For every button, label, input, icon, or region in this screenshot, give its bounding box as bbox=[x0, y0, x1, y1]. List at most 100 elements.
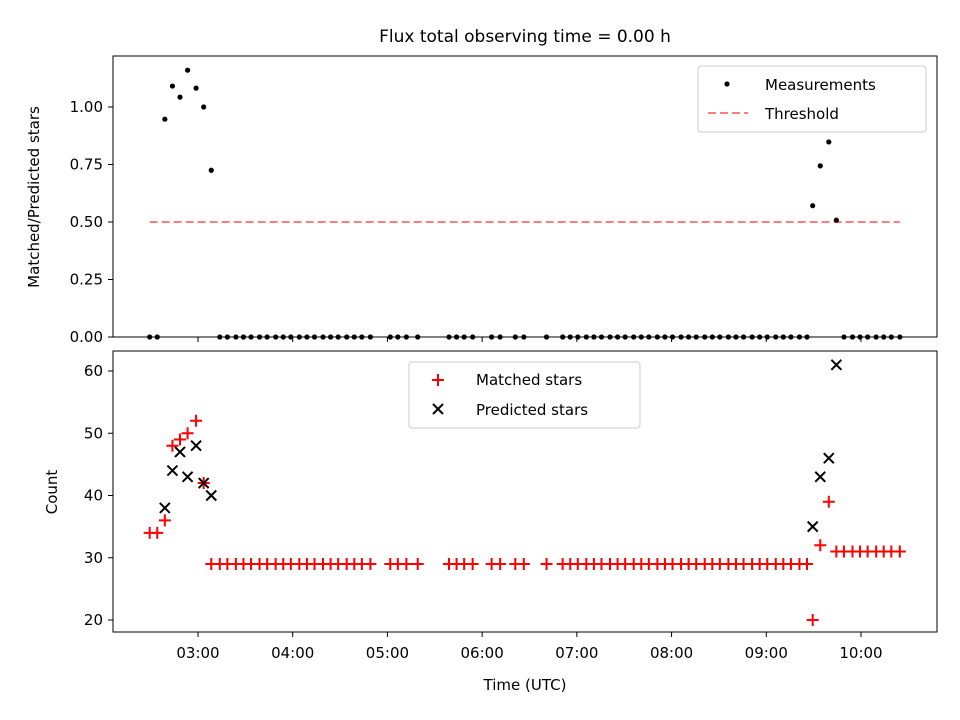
measurement-point bbox=[154, 334, 160, 340]
predicted-star-point bbox=[197, 477, 210, 489]
matched-star-point bbox=[400, 557, 413, 570]
legend-predicted-label: Predicted stars bbox=[476, 401, 588, 419]
ratio-y-axis-label: Matched/Predicted stars bbox=[25, 106, 43, 288]
chart-title: Flux total observing time = 0.00 h bbox=[379, 27, 671, 47]
measurement-point bbox=[359, 334, 365, 340]
measurement-point bbox=[184, 67, 191, 73]
legend-matched-label: Matched stars bbox=[476, 371, 582, 389]
measurement-point bbox=[709, 334, 715, 340]
legend-measurements-marker bbox=[724, 81, 730, 87]
ratio-y-tick-label: 0.75 bbox=[70, 156, 103, 174]
measurement-point bbox=[320, 334, 326, 340]
measurement-point bbox=[788, 334, 794, 340]
measurement-point bbox=[344, 334, 350, 340]
matched-star-point bbox=[494, 557, 507, 570]
measurement-point bbox=[461, 334, 467, 340]
count-x-tick-label: 03:00 bbox=[176, 644, 219, 662]
measurement-point bbox=[403, 334, 409, 340]
measurement-point bbox=[415, 334, 421, 340]
measurement-point bbox=[631, 334, 637, 340]
count-y-tick-label: 20 bbox=[84, 611, 103, 629]
predicted-star-point bbox=[830, 359, 843, 371]
measurement-point bbox=[764, 334, 770, 340]
legend-matched-marker bbox=[432, 374, 444, 386]
measurement-point bbox=[387, 334, 393, 340]
measurement-point bbox=[857, 334, 863, 340]
measurement-point bbox=[607, 334, 613, 340]
measurement-point bbox=[780, 334, 786, 340]
measurement-point bbox=[446, 334, 452, 340]
count-x-tick-label: 05:00 bbox=[366, 644, 409, 662]
predicted-star-point bbox=[159, 502, 171, 514]
measurement-point bbox=[567, 334, 573, 340]
measurement-point bbox=[335, 334, 341, 340]
predicted-star-point bbox=[174, 446, 186, 458]
legend-predicted-marker bbox=[432, 403, 444, 415]
matched-star-point bbox=[814, 539, 827, 552]
measurement-point bbox=[757, 334, 763, 340]
count-x-tick-label: 04:00 bbox=[271, 644, 314, 662]
measurement-point bbox=[826, 139, 832, 145]
measurement-point bbox=[240, 334, 247, 340]
measurement-point bbox=[288, 334, 294, 340]
measurement-point bbox=[865, 334, 871, 340]
measurement-point bbox=[725, 334, 732, 340]
ratio-y-tick-label: 0.50 bbox=[70, 213, 103, 231]
measurement-point bbox=[208, 167, 214, 173]
predicted-star-point bbox=[806, 520, 819, 533]
count-x-tick-label: 06:00 bbox=[461, 644, 504, 662]
measurement-point bbox=[311, 334, 318, 340]
measurement-point bbox=[560, 334, 566, 340]
measurement-point bbox=[796, 334, 803, 340]
measurement-point bbox=[881, 334, 887, 340]
measurement-point bbox=[810, 203, 816, 209]
matched-star-point bbox=[158, 514, 171, 527]
measurement-point bbox=[669, 334, 676, 340]
measurement-point bbox=[888, 334, 894, 340]
measurement-point bbox=[193, 85, 199, 91]
measurement-point bbox=[304, 334, 310, 340]
matched-star-point bbox=[466, 557, 479, 570]
matched-star-point bbox=[540, 557, 553, 570]
legend-threshold-label: Threshold bbox=[764, 105, 839, 123]
measurement-point bbox=[804, 334, 810, 340]
measurement-point bbox=[147, 334, 153, 340]
ratio-y-tick-label: 0.00 bbox=[70, 328, 103, 346]
count-y-tick-label: 30 bbox=[84, 549, 103, 567]
measurement-point bbox=[328, 334, 334, 340]
measurement-point bbox=[162, 116, 168, 122]
measurement-point bbox=[497, 334, 503, 340]
predicted-star-point bbox=[814, 471, 826, 483]
matched-star-point bbox=[181, 427, 194, 440]
measurement-point bbox=[841, 334, 847, 340]
matched-star-point bbox=[151, 526, 164, 539]
measurement-point bbox=[873, 334, 879, 340]
measurement-point bbox=[849, 334, 856, 340]
measurement-point bbox=[614, 334, 621, 340]
measurement-point bbox=[280, 334, 286, 340]
measurement-point bbox=[256, 334, 263, 340]
measurement-point bbox=[169, 83, 176, 89]
measurement-point bbox=[686, 334, 692, 340]
ratio-y-axis: 0.00 0.25 0.50 0.75 1.00 bbox=[70, 98, 113, 346]
measurement-point bbox=[201, 104, 207, 110]
measurement-point bbox=[470, 334, 476, 340]
measurement-point bbox=[749, 334, 755, 340]
ratio-panel: 0.00 0.25 0.50 0.75 1.00 Matched/Predicted s… bbox=[25, 55, 938, 346]
predicted-star-point bbox=[190, 439, 202, 452]
ratio-legend-box bbox=[697, 65, 927, 133]
count-y-axis-label: Count bbox=[43, 470, 61, 515]
measurement-point bbox=[591, 334, 597, 340]
legend-measurements-label: Measurements bbox=[765, 76, 876, 94]
matched-star-point bbox=[174, 433, 187, 446]
measurement-point bbox=[248, 334, 254, 340]
count-x-tick-label: 10:00 bbox=[839, 644, 882, 662]
measurement-point bbox=[489, 334, 495, 340]
measurement-point bbox=[351, 334, 357, 340]
measurement-point bbox=[740, 334, 747, 340]
measurement-point bbox=[897, 334, 903, 340]
count-y-tick-label: 60 bbox=[84, 362, 103, 380]
measurement-point bbox=[395, 334, 401, 340]
measurement-point bbox=[264, 334, 270, 340]
